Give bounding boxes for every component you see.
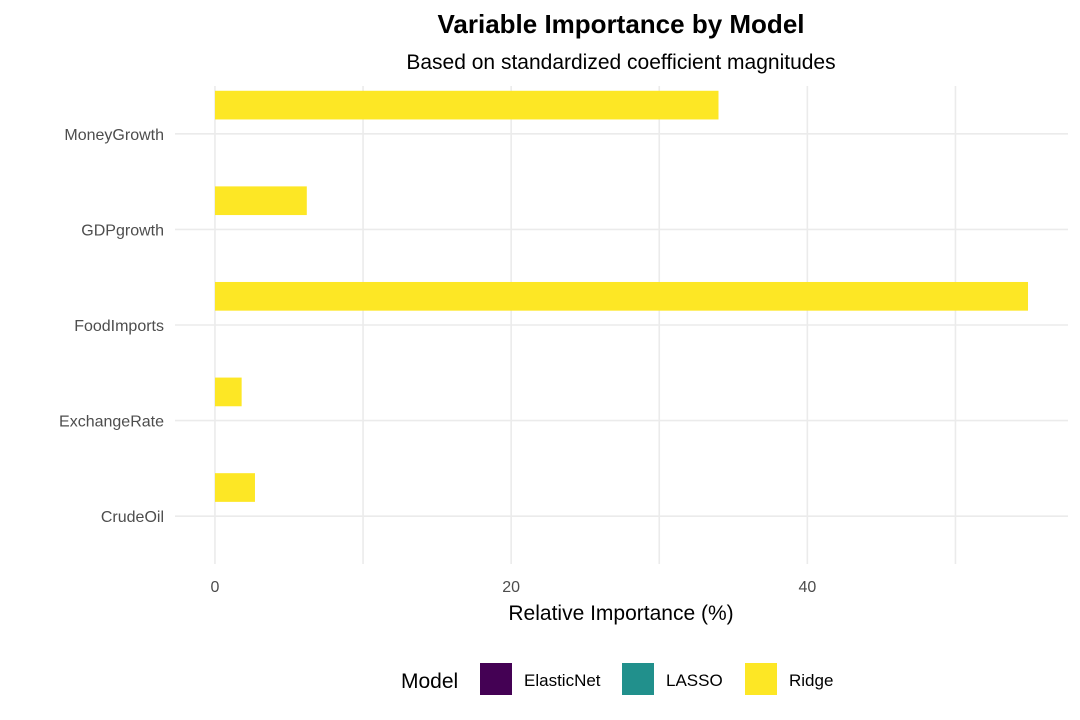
bar-ridge-foodimports	[214, 281, 1029, 311]
legend-label-elasticnet: ElasticNet	[524, 671, 601, 690]
x-tick-label: 40	[798, 579, 816, 596]
legend-label-lasso: LASSO	[666, 671, 723, 690]
legend-title: Model	[401, 670, 458, 693]
x-tick-label: 20	[502, 579, 520, 596]
x-tick-label: 0	[211, 579, 220, 596]
legend-label-ridge: Ridge	[789, 671, 833, 690]
chart-subtitle: Based on standardized coefficient magnit…	[406, 51, 835, 74]
y-tick-label: MoneyGrowth	[64, 127, 164, 144]
bar-ridge-crudeoil	[214, 473, 255, 502]
x-axis-title: Relative Importance (%)	[508, 602, 733, 625]
legend: Model ElasticNet LASSO Ridge	[401, 663, 833, 695]
bar-ridge-moneygrowth	[214, 90, 719, 120]
bar-ridge-gdpgrowth	[214, 186, 307, 216]
legend-key-elasticnet	[480, 663, 512, 695]
bar-ridge-exchangerate	[214, 377, 242, 407]
y-tick-label: GDPgrowth	[81, 222, 164, 239]
chart-title: Variable Importance by Model	[438, 9, 805, 39]
plot-area: CrudeOil ExchangeRate FoodImports GDPgrowth…	[59, 86, 1068, 596]
y-tick-label: FoodImports	[74, 318, 164, 335]
legend-key-lasso	[622, 663, 654, 695]
y-tick-label: CrudeOil	[101, 509, 164, 526]
y-tick-label: ExchangeRate	[59, 414, 164, 431]
legend-key-ridge	[745, 663, 777, 695]
